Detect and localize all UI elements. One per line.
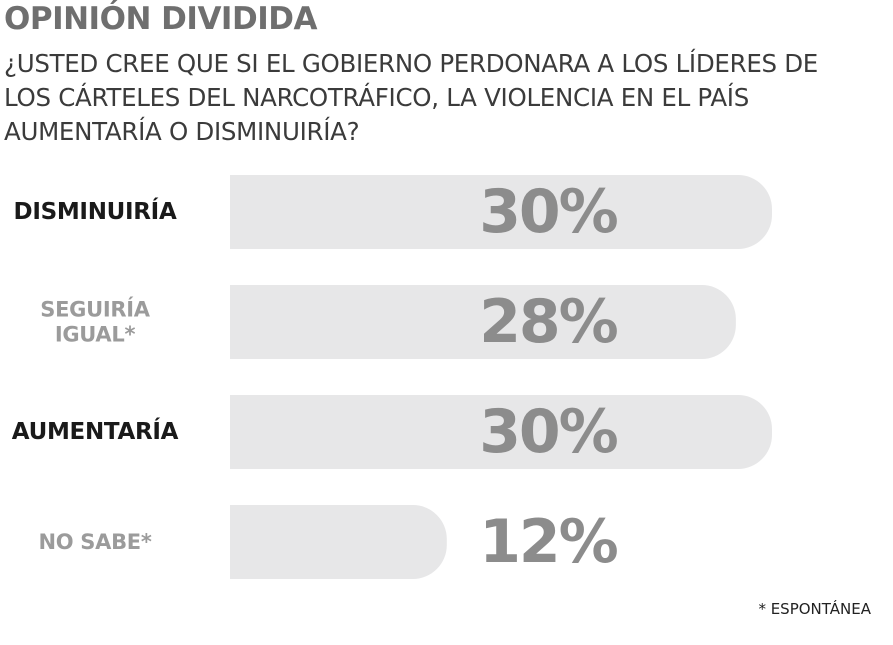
bar <box>230 395 772 469</box>
bar <box>230 175 772 249</box>
chart-title: OPINIÓN DIVIDIDA <box>4 1 317 37</box>
category-label: AUMENTARÍA <box>12 417 179 445</box>
category-label: DISMINUIRÍA <box>14 197 177 225</box>
category-label: NO SABE* <box>38 530 151 554</box>
bar-row: 30% AUMENTARÍA <box>12 395 772 469</box>
bar-value-label: 30% <box>479 177 617 247</box>
survey-question: ¿USTED CREE QUE SI EL GOBIERNO PERDONARA… <box>4 49 818 146</box>
category-label: SEGUIRÍA <box>40 297 150 322</box>
bar-row: 12% NO SABE* <box>38 505 620 579</box>
footnote: * ESPONTÁNEA <box>758 600 871 618</box>
bar-row: 30% DISMINUIRÍA <box>14 175 772 249</box>
bar-value-label: 12% <box>479 507 617 577</box>
category-label: IGUAL* <box>55 323 136 347</box>
bar-value-label: 30% <box>479 397 617 467</box>
bar <box>230 285 736 359</box>
bar <box>230 505 447 579</box>
bar-value-label: 28% <box>479 287 617 357</box>
